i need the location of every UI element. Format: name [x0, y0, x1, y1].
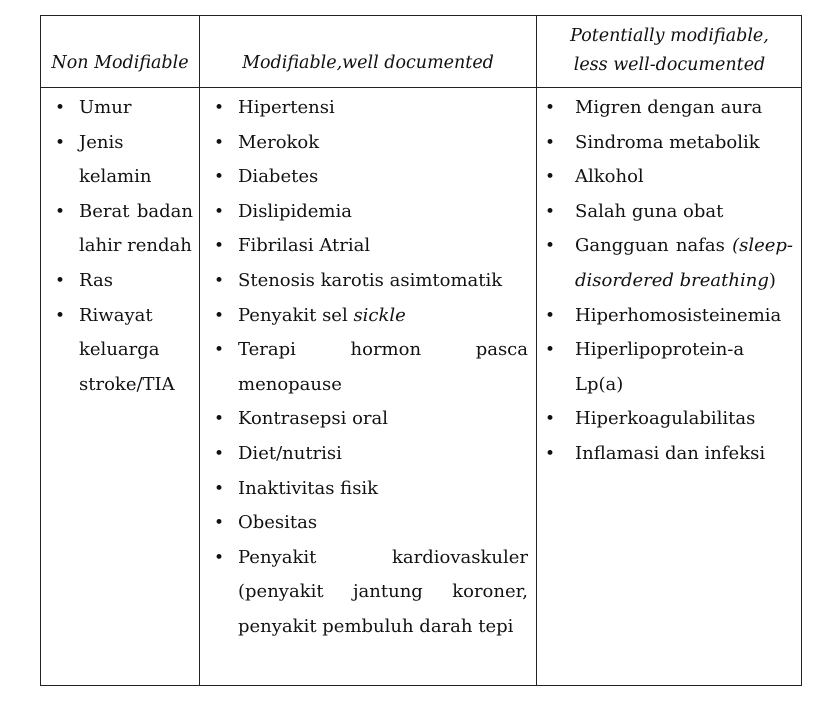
list-item-text: Merokok: [238, 131, 320, 153]
list-item: • Obesitas: [200, 506, 536, 541]
list-item-text: Penyakit kardiovaskuler (penyakit jantun…: [238, 546, 528, 637]
list-item-text: Obesitas: [238, 512, 318, 534]
bullet-icon: •: [544, 236, 556, 257]
list-item: • Inflamasi dan infeksi: [537, 437, 802, 472]
bullet-icon: •: [213, 340, 225, 361]
list-item: • Terapi hormon pasca menopause: [200, 333, 536, 402]
bullet-icon: •: [544, 340, 556, 361]
bullet-icon: •: [213, 132, 225, 153]
column-header: Potentially modifiable, less well-docume…: [537, 16, 802, 87]
column-modifiable-well-documented: Modifiable,well documented • Hipertensi •…: [200, 16, 537, 685]
list-item: • Inaktivitas fisik: [200, 472, 536, 507]
list-item: • Dislipidemia: [200, 195, 536, 230]
risk-factor-list: • Hipertensi • Merokok • Diabetes • Dislipid…: [200, 91, 536, 645]
bullet-icon: •: [54, 305, 66, 326]
list-item-text: Kontrasepsi oral: [238, 408, 389, 430]
risk-factor-list: • Migren dengan aura • Sindroma metabolik …: [537, 91, 802, 472]
list-item-text: Ras: [79, 269, 113, 291]
list-item-text: Migren dengan aura: [575, 97, 763, 118]
bullet-icon: •: [544, 443, 556, 464]
column-non-modifiable: Non Modifiable • Umur • Jenis kelamin • Ber…: [41, 16, 200, 685]
bullet-icon: •: [213, 443, 225, 464]
risk-factor-table: Non Modifiable • Umur • Jenis kelamin • Ber…: [40, 15, 802, 686]
list-item-text: Hiperkoagulabilitas: [575, 408, 756, 430]
list-item: • Ras: [41, 264, 199, 299]
list-item: • Merokok: [200, 126, 536, 161]
list-item-text: Riwayat keluarga stroke/TIA: [79, 304, 175, 395]
list-item-text: Alkohol: [575, 166, 644, 188]
column-header: Modifiable,well documented: [200, 16, 536, 87]
list-item: • Sindroma metabolik: [537, 126, 802, 161]
column-header-line: Potentially modifiable,: [570, 25, 769, 46]
column-header-line: less well-documented: [573, 54, 766, 75]
bullet-icon: •: [544, 305, 556, 326]
bullet-icon: •: [213, 98, 225, 118]
bullet-icon: •: [544, 409, 556, 430]
bullet-icon: •: [544, 201, 556, 222]
bullet-icon: •: [54, 270, 66, 291]
bullet-icon: •: [54, 98, 66, 118]
bullet-icon: •: [213, 547, 225, 568]
list-item: • Migren dengan aura: [537, 91, 802, 126]
list-item: • Umur: [41, 91, 199, 126]
list-item: • Salah guna obat: [537, 195, 802, 230]
header-divider: [41, 87, 801, 88]
column-potentially-modifiable: Potentially modifiable, less well-docume…: [537, 16, 802, 685]
list-item-text: Diet/nutrisi: [238, 442, 342, 464]
list-item-text: Umur: [79, 97, 132, 118]
column-header: Non Modifiable: [41, 16, 199, 87]
list-item: • Diabetes: [200, 160, 536, 195]
list-item: • Kontrasepsi oral: [200, 402, 536, 437]
list-item-text: Hiperlipoprotein-a Lp(a): [575, 339, 745, 395]
list-item: • Hipertensi: [200, 91, 536, 126]
bullet-icon: •: [213, 201, 225, 222]
bullet-icon: •: [213, 270, 225, 291]
list-item: • Alkohol: [537, 160, 802, 195]
list-item: • Jenis kelamin: [41, 126, 199, 195]
list-item-text-suffix: ): [768, 269, 776, 291]
bullet-icon: •: [213, 409, 225, 430]
list-item: • Diet/nutrisi: [200, 437, 536, 472]
bullet-icon: •: [213, 513, 225, 534]
bullet-icon: •: [54, 201, 66, 222]
bullet-icon: •: [544, 167, 556, 188]
risk-factor-list: • Umur • Jenis kelamin • Berat badan lahir …: [41, 91, 199, 402]
list-item-italic-text: (sleep-disordered breathing: [575, 235, 793, 291]
list-item-italic-text: sickle: [353, 304, 406, 326]
list-item-text: Penyakit sel: [238, 304, 354, 326]
list-item: • Stenosis karotis asimtomatik: [200, 264, 536, 299]
column-header-line: Modifiable,well documented: [242, 52, 494, 73]
bullet-icon: •: [544, 98, 556, 118]
list-item-text: Inflamasi dan infeksi: [575, 442, 766, 464]
list-item-text: Hiperhomosisteinemia: [575, 304, 782, 326]
list-item: • Penyakit sel sickle: [200, 299, 536, 334]
bullet-icon: •: [213, 167, 225, 188]
list-item-text: Hipertensi: [238, 97, 335, 118]
list-item-text: Salah guna obat: [575, 200, 724, 222]
list-item: • Gangguan nafas (sleep-disordered breath…: [537, 229, 802, 298]
bullet-icon: •: [54, 132, 66, 153]
list-item-text: Terapi hormon pasca menopause: [238, 339, 528, 395]
bullet-icon: •: [213, 478, 225, 499]
list-item-text: Diabetes: [238, 166, 319, 188]
bullet-icon: •: [213, 305, 225, 326]
list-item-text: Jenis kelamin: [79, 131, 152, 188]
list-item-text: Stenosis karotis asimtomatik: [238, 269, 503, 291]
bullet-icon: •: [213, 236, 225, 257]
list-item: • Hiperkoagulabilitas: [537, 402, 802, 437]
list-item: • Fibrilasi Atrial: [200, 229, 536, 264]
list-item-text: Fibrilasi Atrial: [238, 235, 371, 257]
list-item: • Hiperlipoprotein-a Lp(a): [537, 333, 802, 402]
bullet-icon: •: [544, 132, 556, 153]
list-item-text: Sindroma metabolik: [575, 131, 760, 153]
list-item: • Hiperhomosisteinemia: [537, 299, 802, 334]
list-item-text: Berat badan lahir rendah: [79, 200, 193, 257]
list-item-text: Dislipidemia: [238, 200, 352, 222]
list-item-text: Gangguan nafas: [575, 235, 733, 257]
column-header-line: Non Modifiable: [51, 52, 189, 73]
list-item-text: Inaktivitas fisik: [238, 477, 379, 499]
list-item: • Berat badan lahir rendah: [41, 195, 199, 264]
list-item: • Riwayat keluarga stroke/TIA: [41, 299, 199, 403]
list-item: • Penyakit kardiovaskuler (penyakit jantu…: [200, 541, 536, 645]
